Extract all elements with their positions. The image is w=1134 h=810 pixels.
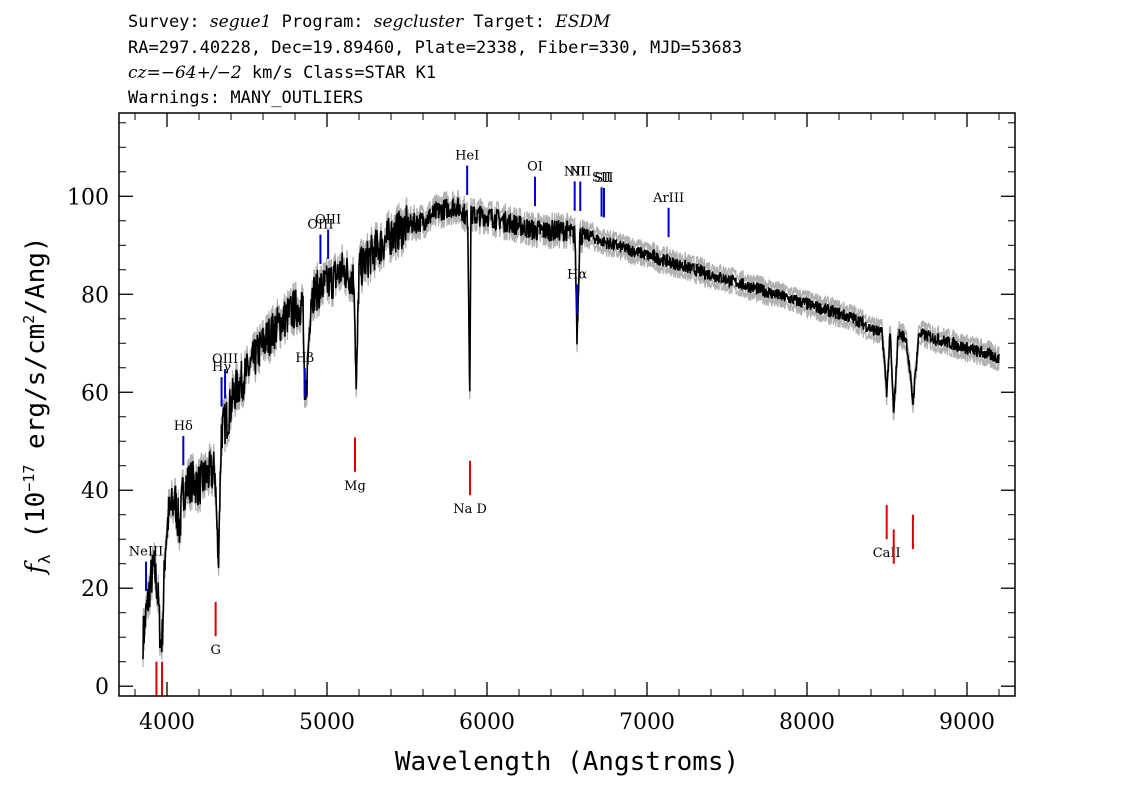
survey-value: segue1 (209, 12, 272, 32)
target-value: ESDM (555, 12, 611, 32)
x-tick-label: 4000 (139, 710, 195, 735)
x-tick-label: 9000 (939, 710, 995, 735)
absorption-line-label: CaII (873, 546, 901, 561)
emission-line-label: Hδ (174, 419, 193, 434)
emission-line-label: Hβ (295, 351, 314, 366)
x-tick-label: 5000 (299, 710, 355, 735)
header-line-1: Survey: segue1 Program: segcluster Targe… (128, 12, 610, 32)
absorption-line-label: G (210, 643, 220, 658)
emission-line-label: Hα (567, 267, 587, 282)
emission-line-label: SII (594, 171, 613, 186)
emission-line-label: HeI (455, 149, 479, 164)
emission-line-label: ArIII (652, 191, 684, 206)
x-tick-label: 7000 (619, 710, 675, 735)
absorption-line-label: Mg (344, 479, 366, 494)
emission-line-label: OIII (212, 352, 238, 367)
header-line-3: cz=−64+/−2 km/s Class=STAR K1 (128, 63, 436, 83)
program-label: Program: (281, 12, 364, 32)
y-axis-title: fλ (10−17 erg/s/cm2/Ang) (20, 236, 54, 575)
y-tick-label: 20 (81, 577, 109, 602)
x-tick-label: 8000 (779, 710, 835, 735)
redshift-value: cz=−64+/−2 (128, 63, 242, 83)
y-tick-label: 80 (81, 283, 109, 308)
emission-line-label: OIII (307, 218, 333, 233)
emission-line-label: Hγ (212, 360, 231, 375)
survey-label: Survey: (128, 12, 200, 32)
emission-line-label: NII (564, 164, 586, 179)
svg-text:fλ (10−17 erg/s/cm2/Ang): fλ (10−17 erg/s/cm2/Ang) (20, 236, 54, 575)
x-tick-label: 6000 (459, 710, 515, 735)
emission-line-label: SII (592, 170, 611, 185)
y-tick-label: 40 (81, 479, 109, 504)
emission-line-label: OIII (315, 213, 341, 228)
program-value: segcluster (373, 12, 464, 32)
header-line-4: Warnings: MANY_OUTLIERS (128, 88, 364, 108)
plot-area: 4000 5000 6000 7000 8000 9000 0 20 40 60 80 100 NeII… (67, 113, 1015, 735)
spectrum-line (142, 197, 1000, 660)
y-tick-label: 0 (95, 675, 109, 700)
x-axis-title: Wavelength (Angstroms) (395, 747, 739, 777)
absorption-line-label: Na D (453, 502, 487, 517)
y-tick-label: 60 (81, 381, 109, 406)
emission-line-label: NeIII (129, 545, 163, 560)
header-line-2: RA=297.40228, Dec=19.89460, Plate=2338, … (128, 38, 743, 58)
y-tick-label: 100 (67, 185, 109, 210)
error-envelope-upper (142, 189, 1000, 652)
emission-line-label: OI (527, 160, 543, 175)
plot-frame (118, 112, 1016, 697)
target-label: Target: (473, 12, 546, 32)
emission-line-label: NII (569, 165, 591, 180)
class-text: km/s Class=STAR K1 (251, 63, 437, 83)
